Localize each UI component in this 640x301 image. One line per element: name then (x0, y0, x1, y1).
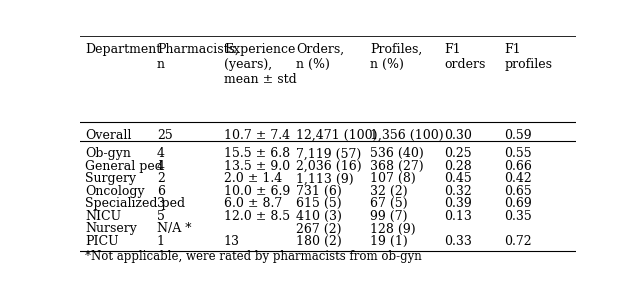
Text: 536 (40): 536 (40) (370, 147, 424, 160)
Text: Pharmacists,
n: Pharmacists, n (157, 43, 239, 71)
Text: NICU: NICU (85, 210, 121, 223)
Text: 180 (2): 180 (2) (296, 235, 342, 248)
Text: *Not applicable, were rated by pharmacists from ob-gyn: *Not applicable, were rated by pharmacis… (85, 250, 422, 263)
Text: 19 (1): 19 (1) (370, 235, 408, 248)
Text: 10.0 ± 6.9: 10.0 ± 6.9 (224, 185, 290, 198)
Text: 1,113 (9): 1,113 (9) (296, 172, 353, 185)
Text: 4: 4 (157, 147, 165, 160)
Text: General ped: General ped (85, 160, 163, 173)
Text: 0.65: 0.65 (504, 185, 532, 198)
Text: 0.35: 0.35 (504, 210, 532, 223)
Text: Experience
(years),
mean ± std: Experience (years), mean ± std (224, 43, 296, 86)
Text: 13.5 ± 9.0: 13.5 ± 9.0 (224, 160, 290, 173)
Text: 0.45: 0.45 (445, 172, 472, 185)
Text: 0.13: 0.13 (445, 210, 472, 223)
Text: Specialized ped: Specialized ped (85, 197, 185, 210)
Text: 12.0 ± 8.5: 12.0 ± 8.5 (224, 210, 290, 223)
Text: 410 (3): 410 (3) (296, 210, 342, 223)
Text: 6.0 ± 8.7: 6.0 ± 8.7 (224, 197, 282, 210)
Text: 25: 25 (157, 129, 173, 142)
Text: 0.33: 0.33 (445, 235, 472, 248)
Text: 0.72: 0.72 (504, 235, 532, 248)
Text: 0.28: 0.28 (445, 160, 472, 173)
Text: 13: 13 (224, 235, 240, 248)
Text: N/A *: N/A * (157, 222, 191, 235)
Text: 7,119 (57): 7,119 (57) (296, 147, 361, 160)
Text: Oncology: Oncology (85, 185, 145, 198)
Text: 6: 6 (157, 185, 165, 198)
Text: 5: 5 (157, 210, 164, 223)
Text: 32 (2): 32 (2) (370, 185, 408, 198)
Text: Ob-gyn: Ob-gyn (85, 147, 131, 160)
Text: F1
orders: F1 orders (445, 43, 486, 71)
Text: 12,471 (100): 12,471 (100) (296, 129, 377, 142)
Text: 10.7 ± 7.4: 10.7 ± 7.4 (224, 129, 290, 142)
Text: 2: 2 (157, 172, 164, 185)
Text: 0.66: 0.66 (504, 160, 532, 173)
Text: 0.25: 0.25 (445, 147, 472, 160)
Text: 15.5 ± 6.8: 15.5 ± 6.8 (224, 147, 290, 160)
Text: 0.42: 0.42 (504, 172, 532, 185)
Text: F1
profiles: F1 profiles (504, 43, 552, 71)
Text: 2,036 (16): 2,036 (16) (296, 160, 362, 173)
Text: Profiles,
n (%): Profiles, n (%) (370, 43, 422, 71)
Text: 99 (7): 99 (7) (370, 210, 408, 223)
Text: 107 (8): 107 (8) (370, 172, 416, 185)
Text: 2.0 ± 1.4: 2.0 ± 1.4 (224, 172, 282, 185)
Text: Department: Department (85, 43, 161, 56)
Text: 0.55: 0.55 (504, 147, 532, 160)
Text: 615 (5): 615 (5) (296, 197, 341, 210)
Text: 731 (6): 731 (6) (296, 185, 342, 198)
Text: 128 (9): 128 (9) (370, 222, 416, 235)
Text: 0.59: 0.59 (504, 129, 532, 142)
Text: 368 (27): 368 (27) (370, 160, 424, 173)
Text: Surgery: Surgery (85, 172, 136, 185)
Text: Overall: Overall (85, 129, 131, 142)
Text: 0.39: 0.39 (445, 197, 472, 210)
Text: 0.30: 0.30 (445, 129, 472, 142)
Text: 3: 3 (157, 197, 165, 210)
Text: 1,356 (100): 1,356 (100) (370, 129, 444, 142)
Text: 4: 4 (157, 160, 165, 173)
Text: Orders,
n (%): Orders, n (%) (296, 43, 344, 71)
Text: 0.69: 0.69 (504, 197, 532, 210)
Text: 267 (2): 267 (2) (296, 222, 341, 235)
Text: PICU: PICU (85, 235, 118, 248)
Text: Nursery: Nursery (85, 222, 137, 235)
Text: 1: 1 (157, 235, 165, 248)
Text: 67 (5): 67 (5) (370, 197, 408, 210)
Text: 0.32: 0.32 (445, 185, 472, 198)
